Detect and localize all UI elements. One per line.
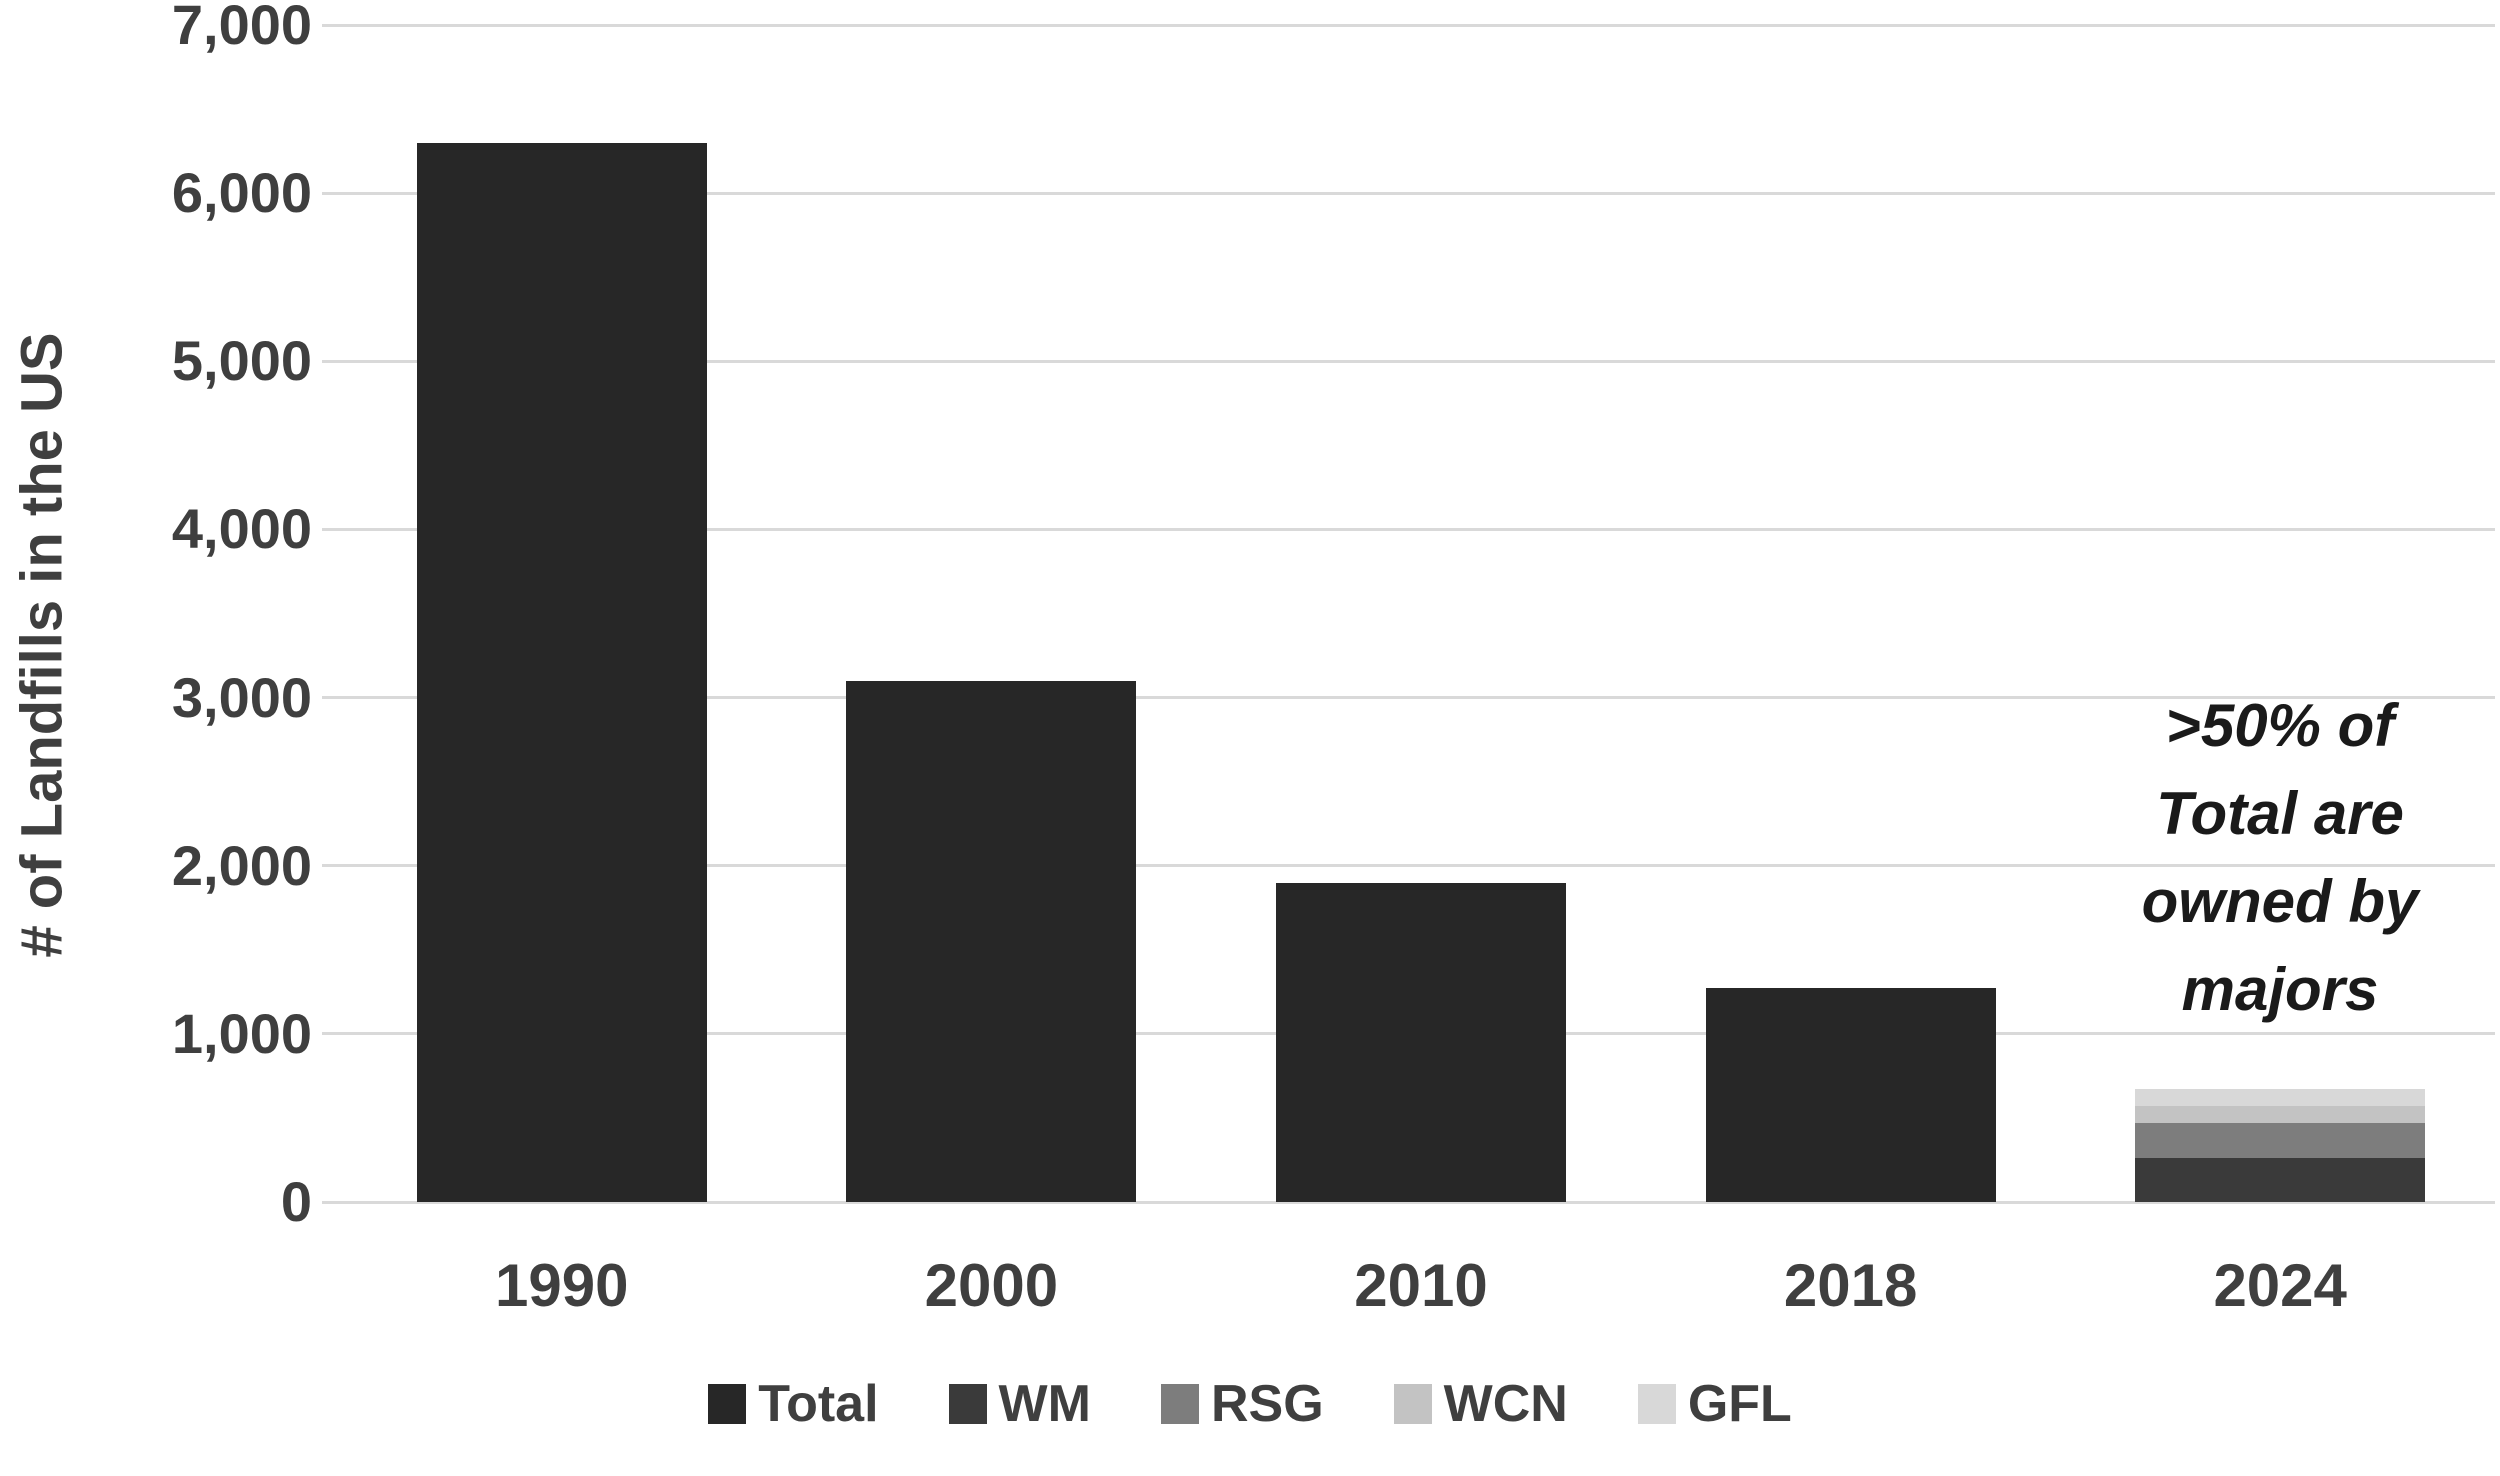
legend-swatch-rsg — [1160, 1384, 1199, 1424]
bar-2024-wm — [2135, 1158, 2426, 1202]
x-tick-label-2024: 2024 — [2213, 1252, 2347, 1319]
legend-item-wcn: WCN — [1393, 1375, 1568, 1433]
y-tick-label-6000: 6,000 — [171, 161, 312, 225]
legend-swatch-gfl — [1637, 1384, 1676, 1424]
gridline-3000 — [322, 696, 2495, 700]
y-tick-label-2000: 2,000 — [171, 833, 312, 897]
x-axis-tick-labels: 1990 2000 2010 2018 2024 — [347, 1256, 2495, 1326]
legend-label-wm: WM — [998, 1375, 1091, 1433]
bar-2018-total — [1705, 988, 1996, 1202]
x-tick-label-1990: 1990 — [495, 1252, 629, 1319]
bar-2010-total — [1276, 882, 1566, 1202]
gridline-6000 — [322, 191, 2495, 195]
gridline-0 — [322, 1200, 2495, 1204]
gridline-2000 — [322, 864, 2495, 868]
legend-item-wm: WM — [948, 1375, 1091, 1433]
y-tick-label-0: 0 — [280, 1170, 312, 1233]
legend-swatch-total — [708, 1384, 747, 1424]
legend-label-wcn: WCN — [1443, 1375, 1568, 1433]
y-tick-label-4000: 4,000 — [171, 497, 312, 561]
x-tick-label-2010: 2010 — [1354, 1252, 1488, 1319]
gridline-7000 — [322, 23, 2495, 27]
legend-label-rsg: RSG — [1210, 1375, 1324, 1433]
y-tick-label-7000: 7,000 — [171, 0, 312, 56]
legend-swatch-wcn — [1393, 1384, 1432, 1424]
y-tick-label-5000: 5,000 — [171, 329, 312, 393]
bar-1990-total — [416, 142, 707, 1202]
bar-2000-total — [846, 680, 1137, 1202]
y-axis-tick-labels: 0 1,000 2,000 3,000 4,000 5,000 6,000 7,000 — [0, 0, 312, 1230]
legend-swatch-wm — [948, 1384, 987, 1424]
x-tick-label-2018: 2018 — [1783, 1252, 1918, 1319]
legend-label-gfl: GFL — [1687, 1375, 1792, 1433]
bar-2024-rsg — [2135, 1123, 2426, 1159]
y-tick-label-1000: 1,000 — [171, 1001, 312, 1065]
legend-item-gfl: GFL — [1637, 1375, 1792, 1433]
plot-area — [322, 23, 2495, 1204]
legend-item-total: Total — [708, 1375, 879, 1433]
bar-2024-gfl — [2135, 1089, 2426, 1107]
annotation-majors: >50% of Total are owned by majors — [2141, 692, 2419, 1023]
legend-label-total: Total — [758, 1375, 879, 1433]
legend: Total WM RSG WCN GFL — [0, 1378, 2500, 1430]
legend-item-rsg: RSG — [1160, 1375, 1324, 1433]
bar-2024-wcn — [2135, 1106, 2426, 1123]
gridline-4000 — [322, 527, 2495, 531]
gridline-5000 — [322, 359, 2495, 363]
x-tick-label-2000: 2000 — [924, 1252, 1059, 1319]
y-tick-label-3000: 3,000 — [171, 665, 312, 729]
